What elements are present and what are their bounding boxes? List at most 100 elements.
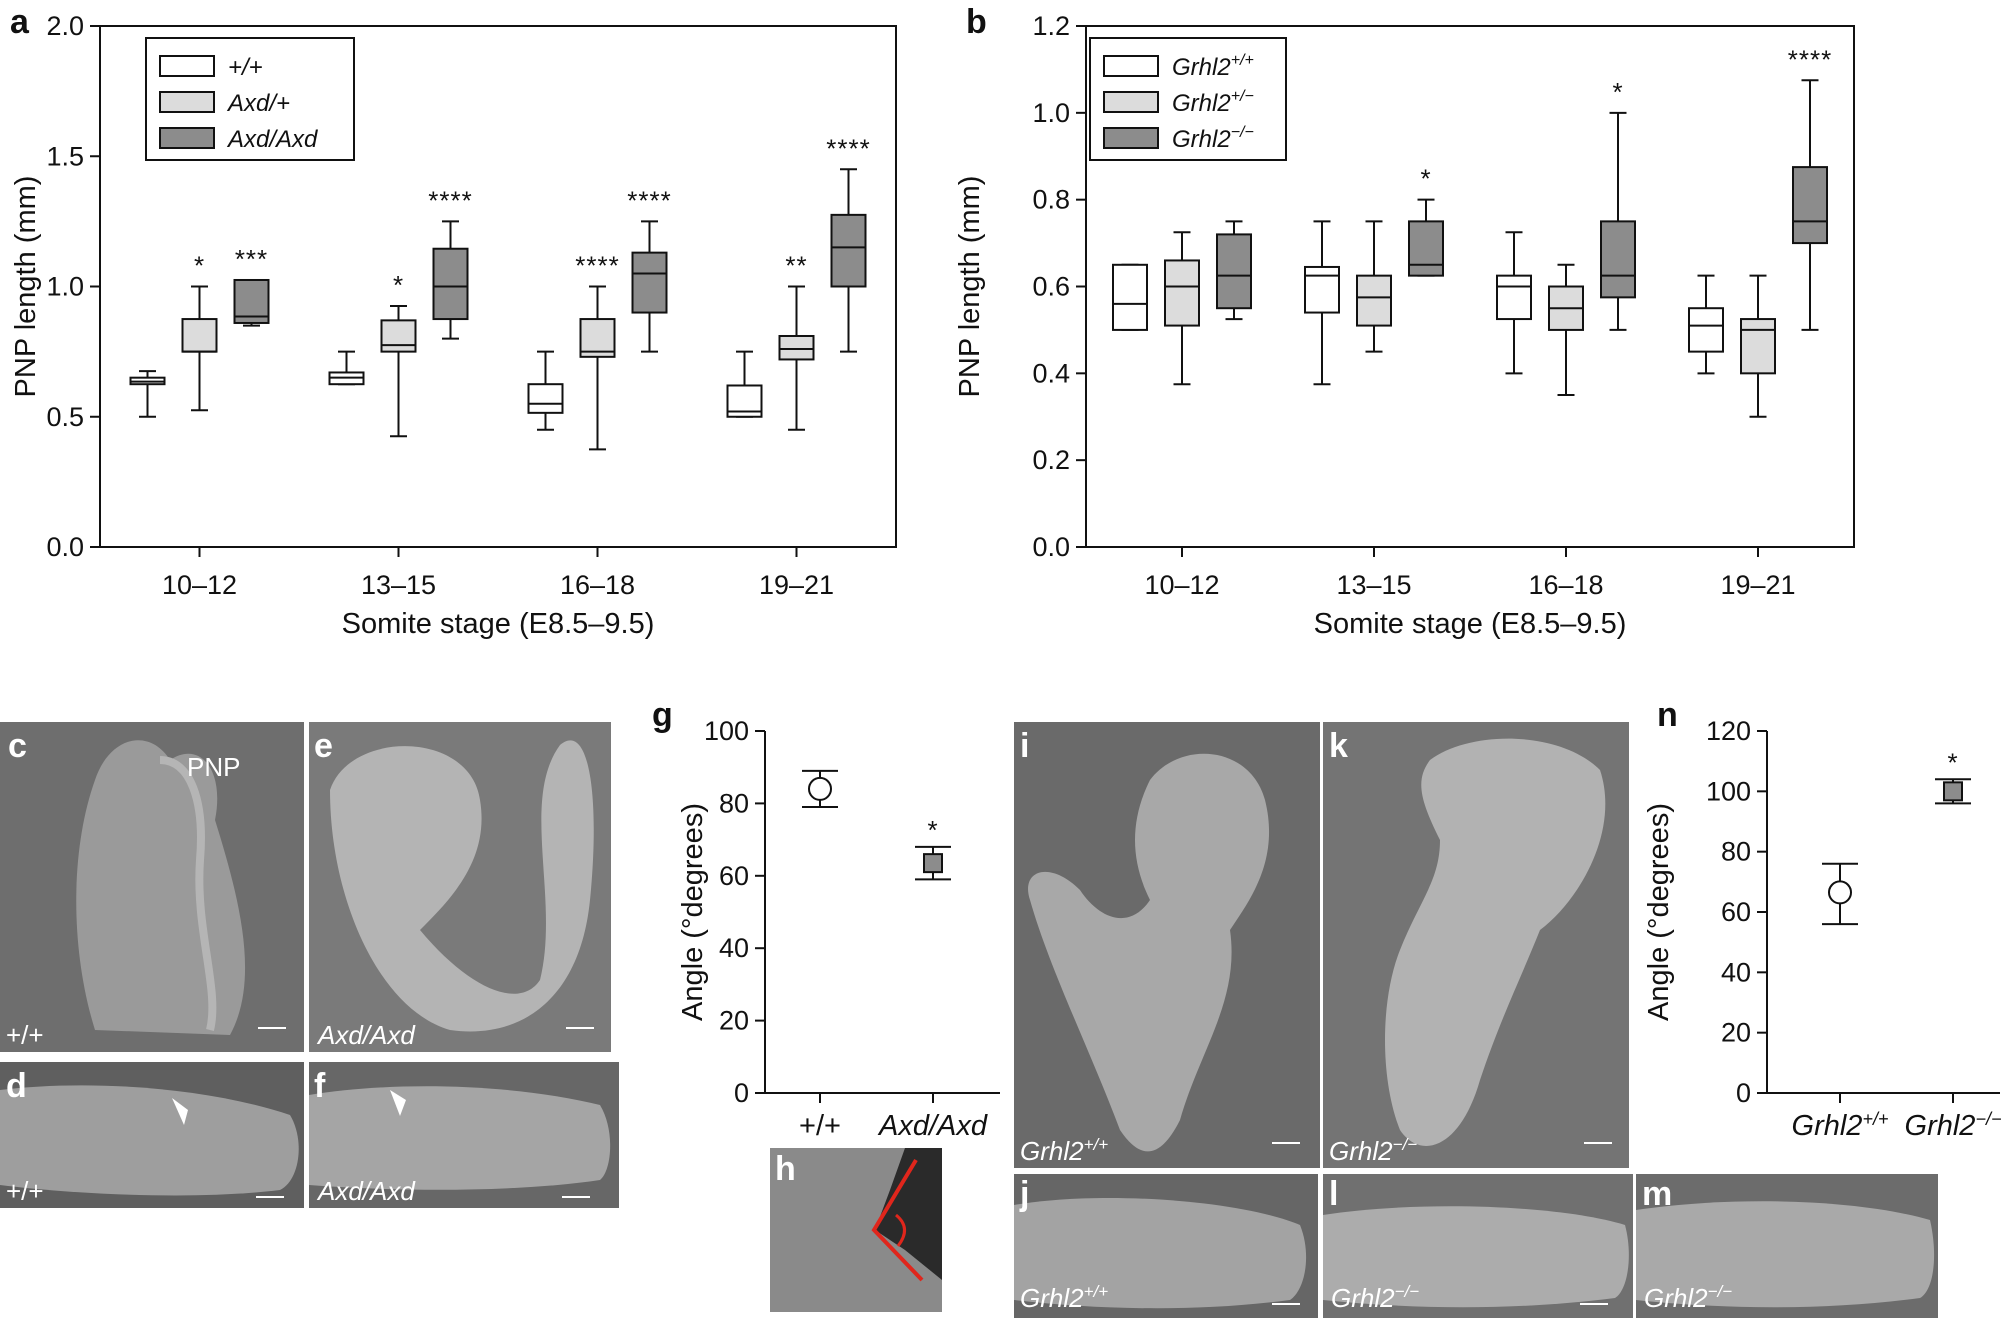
y-tick-label: 20	[719, 1006, 749, 1036]
chart-g: 0 20 40 60 80 100 Angle (°degrees) +/+ Axd/Axd *	[677, 716, 1000, 1142]
significance-label: *	[1420, 164, 1431, 194]
legend-label-sup: −/−	[1231, 124, 1254, 141]
label-l-genotype: Grhl2−/−	[1331, 1282, 1419, 1313]
legend-swatch	[159, 55, 215, 77]
y-tick-label: 40	[1721, 957, 1751, 987]
label-m-base: Grhl2	[1644, 1283, 1708, 1313]
label-j-sup: +/+	[1084, 1282, 1109, 1301]
label-j-base: Grhl2	[1020, 1283, 1084, 1313]
significance-label: *	[194, 251, 205, 281]
y-axis-label: PNP length (mm)	[10, 176, 42, 398]
x-tick-label: Grhl2+/+	[1792, 1109, 1889, 1142]
panel-letter-a: a	[10, 3, 30, 41]
panel-letter-f: f	[314, 1067, 326, 1105]
significance-label: ****	[575, 251, 619, 281]
y-tick-label: 80	[1721, 837, 1751, 867]
significance-label: ****	[428, 185, 472, 215]
panel-letter-k: k	[1329, 727, 1348, 765]
legend-label: Grhl2+/−	[1172, 88, 1254, 117]
y-tick-label: 1.0	[46, 272, 84, 302]
x-tick-label: 10–12	[1144, 570, 1219, 600]
significance-label: *	[1612, 77, 1623, 107]
significance-label: ****	[1788, 44, 1832, 74]
legend-label-sup: +/−	[1231, 88, 1254, 105]
x-tick-label: 19–21	[759, 570, 834, 600]
legend-label-sup: +/+	[1231, 52, 1254, 69]
label-l-sup: −/−	[1395, 1282, 1420, 1301]
label-m-genotype: Grhl2−/−	[1644, 1282, 1732, 1313]
box-Grhl2-/-	[1408, 220, 1444, 277]
micrograph-i: i Grhl2+/+	[1014, 722, 1320, 1168]
box-Axd/+	[380, 319, 417, 353]
legend-label: +/+	[228, 54, 263, 81]
y-tick-label: 0.5	[46, 402, 84, 432]
y-axis-label: Angle (°degrees)	[677, 803, 709, 1021]
label-i-sup: +/+	[1084, 1135, 1109, 1154]
panel-letter-n: n	[1657, 696, 1678, 734]
y-tick-label: 0.0	[46, 532, 84, 562]
x-tick-label: 19–21	[1720, 570, 1795, 600]
legend-label: Axd/Axd	[226, 126, 318, 153]
box-Grhl2-/-	[1216, 233, 1252, 310]
y-tick-label: 100	[704, 716, 749, 746]
micrograph-h: h	[770, 1148, 942, 1312]
box-Grhl2+/+	[1304, 265, 1340, 314]
box-Axd/+	[778, 334, 815, 361]
y-tick-label: 1.2	[1032, 11, 1070, 41]
panel-letter-l: l	[1329, 1175, 1338, 1213]
mean-marker-+/+	[808, 776, 832, 801]
legend-label-base: Grhl2	[1172, 90, 1231, 117]
y-tick-label: 80	[719, 788, 749, 818]
label-e-genotype: Axd/Axd	[316, 1020, 416, 1050]
micrograph-l: l Grhl2−/−	[1323, 1174, 1633, 1318]
mean-marker-Grhl2+/+	[1828, 880, 1852, 905]
panel-letter-c: c	[8, 727, 27, 765]
significance-label: *	[927, 815, 938, 845]
box-Grhl2+/-	[1740, 318, 1776, 375]
y-tick-label: 60	[1721, 897, 1751, 927]
y-tick-label: 2.0	[46, 11, 84, 41]
legend-label: Grhl2+/+	[1172, 52, 1254, 81]
chart-a: 0.0 0.5 1.0 1.5 2.0 10–12 13–15 16–18 19–21 PNP l…	[10, 11, 897, 640]
box-+/+	[527, 383, 564, 414]
box-Grhl2-/-	[1792, 166, 1828, 245]
label-k-sup: −/−	[1393, 1135, 1418, 1154]
micrograph-d: d +/+	[0, 1062, 304, 1208]
box-Grhl2+/+	[1112, 263, 1148, 331]
legend-swatch	[159, 91, 215, 113]
panel-letter-i: i	[1020, 727, 1029, 765]
y-tick-label: 0.8	[1032, 185, 1070, 215]
x-tick-label: 16–18	[560, 570, 635, 600]
label-pnp: PNP	[187, 752, 240, 782]
x-tick-label-sup: +/+	[1862, 1109, 1888, 1129]
label-i-genotype: Grhl2+/+	[1020, 1135, 1108, 1166]
y-tick-label: 40	[719, 933, 749, 963]
legend-label: Grhl2−/−	[1172, 124, 1254, 153]
y-tick-label: 60	[719, 861, 749, 891]
y-tick-label: 0.0	[1032, 532, 1070, 562]
legend-swatch	[1103, 55, 1159, 77]
label-c-genotype: +/+	[6, 1020, 44, 1050]
y-tick-label: 0.4	[1032, 358, 1070, 388]
x-tick-label-base: Grhl2	[1792, 1110, 1863, 1142]
significance-label: *	[393, 270, 404, 300]
x-tick-label: 13–15	[361, 570, 436, 600]
box-Grhl2+/+	[1496, 274, 1532, 321]
box-Grhl2+/+	[1688, 307, 1724, 353]
significance-label: **	[785, 251, 807, 281]
label-m-sup: −/−	[1708, 1282, 1733, 1301]
box-Axd/+	[579, 318, 616, 358]
y-tick-label: 0	[734, 1078, 749, 1108]
x-tick-label: Axd/Axd	[877, 1110, 988, 1142]
micrograph-k: k Grhl2−/−	[1323, 722, 1629, 1168]
significance-label: ****	[627, 185, 671, 215]
x-tick-label: 10–12	[162, 570, 237, 600]
box-Axd/+	[181, 318, 218, 353]
chart-b: 0.0 0.2 0.4 0.6 0.8 1.0 1.2 10–12 13–15 16–18 19–2…	[954, 11, 1855, 640]
significance-label: ***	[235, 244, 268, 274]
y-tick-label: 20	[1721, 1018, 1751, 1048]
y-axis-label: PNP length (mm)	[954, 176, 986, 398]
legend-swatch	[1103, 127, 1159, 149]
y-tick-label: 1.0	[1032, 98, 1070, 128]
